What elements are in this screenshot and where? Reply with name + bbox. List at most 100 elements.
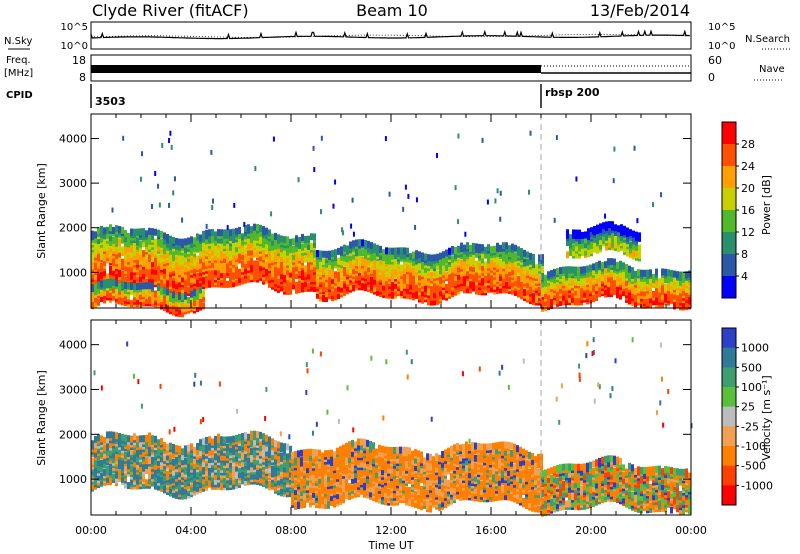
echo-cell bbox=[133, 467, 136, 475]
echo-cell bbox=[472, 242, 475, 250]
echo-cell bbox=[376, 261, 379, 269]
echo-cell bbox=[277, 278, 280, 286]
echo-cell bbox=[460, 259, 463, 267]
colorbar-swatch bbox=[722, 166, 736, 189]
echo-cell bbox=[414, 224, 417, 230]
echo-cell bbox=[635, 231, 638, 239]
echo-cell bbox=[297, 450, 300, 458]
echo-cell bbox=[136, 235, 139, 243]
echo-cell bbox=[199, 476, 202, 484]
echo-cell bbox=[303, 449, 306, 457]
echo-cell bbox=[274, 457, 277, 465]
echo-cell bbox=[580, 266, 583, 274]
echo-cell bbox=[586, 265, 589, 273]
echo-cell bbox=[247, 236, 250, 244]
echo-cell bbox=[472, 279, 475, 287]
echo-cell bbox=[214, 231, 217, 239]
echo-cell bbox=[205, 223, 208, 229]
echo-cell bbox=[593, 235, 596, 243]
echo-cell bbox=[341, 230, 344, 236]
echo-cell bbox=[628, 297, 631, 305]
echo-cell bbox=[301, 280, 304, 288]
echo-cell bbox=[676, 271, 679, 279]
echo-cell bbox=[572, 229, 575, 237]
echo-cell bbox=[169, 130, 172, 136]
echo-cell bbox=[555, 135, 558, 141]
colorbar-swatch bbox=[722, 210, 736, 233]
echo-cell bbox=[376, 244, 379, 252]
echo-cell bbox=[595, 284, 598, 292]
echo-cell bbox=[190, 275, 193, 283]
echo-cell bbox=[337, 292, 340, 300]
echo-cell bbox=[572, 249, 575, 257]
echo-cell bbox=[142, 272, 145, 280]
echo-cell bbox=[409, 275, 412, 283]
echo-cell bbox=[451, 275, 454, 283]
echo-cell bbox=[205, 473, 208, 481]
echo-cell bbox=[220, 236, 223, 244]
echo-cell bbox=[685, 278, 688, 286]
echo-cell bbox=[254, 166, 257, 172]
echo-cell bbox=[168, 202, 171, 208]
echo-cell bbox=[382, 271, 385, 279]
echo-cell bbox=[175, 445, 178, 453]
echo-cell bbox=[584, 236, 587, 244]
echo-cell bbox=[154, 462, 157, 470]
echo-cell bbox=[469, 279, 472, 287]
echo-cell bbox=[667, 283, 670, 291]
echo-cell bbox=[253, 430, 256, 438]
echo-cell bbox=[217, 248, 220, 256]
echo-cell bbox=[635, 243, 638, 251]
echo-cell bbox=[424, 253, 427, 261]
echo-cell bbox=[575, 176, 578, 182]
echo-cell bbox=[601, 223, 604, 229]
echo-cell bbox=[451, 270, 454, 278]
echo-cell bbox=[169, 274, 172, 282]
echo-cell bbox=[100, 472, 103, 480]
echo-cell bbox=[190, 455, 193, 463]
echo-cell bbox=[547, 288, 550, 296]
echo-cell bbox=[508, 245, 511, 253]
echo-cell bbox=[196, 272, 199, 280]
echo-cell bbox=[145, 230, 148, 238]
echo-cell bbox=[262, 250, 265, 258]
echo-cell bbox=[115, 237, 118, 245]
echo-cell bbox=[163, 441, 166, 449]
station-title: Clyde River (fitACF) bbox=[92, 1, 249, 20]
echo-cell bbox=[172, 236, 175, 244]
echo-cell bbox=[175, 489, 178, 497]
echo-cell bbox=[106, 278, 109, 286]
echo-cell bbox=[334, 249, 337, 257]
echo-cell bbox=[217, 229, 220, 237]
echo-cell bbox=[580, 286, 583, 294]
echo-cell bbox=[121, 246, 124, 254]
echo-cell bbox=[614, 229, 617, 237]
echo-cell bbox=[163, 474, 166, 482]
echo-cell bbox=[199, 463, 202, 471]
echo-cell bbox=[244, 266, 247, 274]
echo-cell bbox=[157, 439, 160, 447]
y-tick-label: 1000 bbox=[59, 266, 87, 279]
echo-cell bbox=[499, 259, 502, 267]
echo-cell bbox=[259, 224, 262, 232]
echo-cell bbox=[226, 225, 229, 231]
echo-cell bbox=[306, 461, 309, 469]
echo-cell bbox=[454, 286, 457, 294]
echo-cell bbox=[112, 473, 115, 481]
echo-cell bbox=[130, 447, 133, 455]
echo-cell bbox=[139, 228, 142, 236]
echo-cell bbox=[118, 262, 121, 270]
echo-cell bbox=[578, 229, 581, 237]
echo-cell bbox=[349, 258, 352, 266]
echo-cell bbox=[300, 449, 303, 457]
echo-cell bbox=[445, 283, 448, 291]
echo-cell bbox=[636, 218, 639, 224]
echo-cell bbox=[583, 266, 586, 274]
echo-cell bbox=[241, 433, 244, 441]
echo-cell bbox=[322, 258, 325, 266]
echo-cell bbox=[379, 272, 382, 280]
echo-cell bbox=[91, 440, 94, 448]
echo-cell bbox=[202, 465, 205, 473]
echo-cell bbox=[226, 280, 229, 288]
